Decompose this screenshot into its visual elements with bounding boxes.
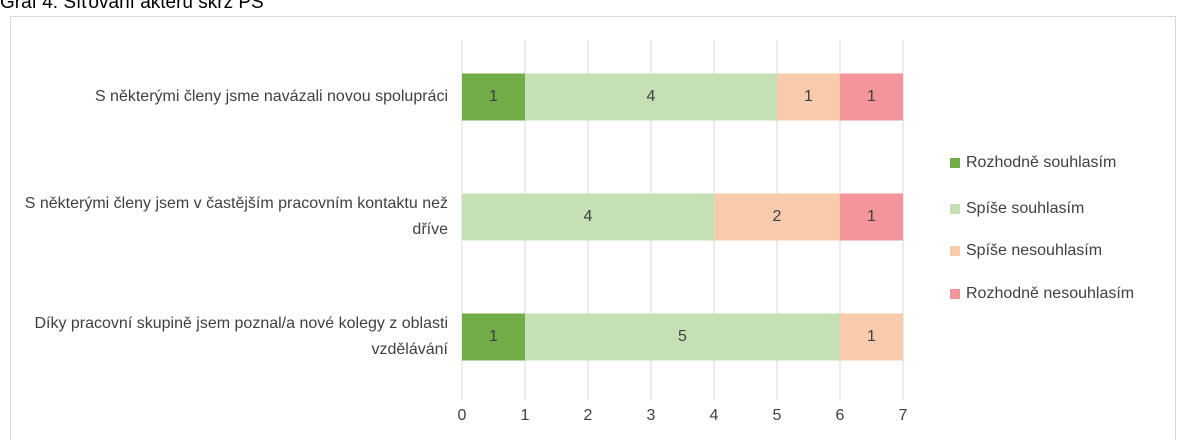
bar-segment bbox=[525, 313, 840, 361]
data-label: 1 bbox=[804, 88, 813, 105]
data-label: 4 bbox=[584, 208, 593, 225]
bar-segment bbox=[525, 73, 777, 121]
bar-segment bbox=[462, 73, 525, 121]
data-label: 1 bbox=[489, 328, 498, 345]
bar-segment bbox=[714, 193, 840, 241]
x-tick-label: 0 bbox=[458, 407, 467, 424]
legend-swatch bbox=[950, 204, 960, 214]
bar-segment bbox=[462, 193, 714, 241]
data-label: 5 bbox=[678, 328, 687, 345]
legend-label: Rozhodně souhlasím bbox=[966, 154, 1116, 171]
bar-segment bbox=[777, 73, 840, 121]
x-tick-label: 6 bbox=[836, 407, 845, 424]
data-label: 1 bbox=[489, 88, 498, 105]
category-label: Díky pracovní skupině jsem poznal/a nové… bbox=[34, 315, 448, 358]
x-tick-label: 4 bbox=[710, 407, 719, 424]
bar-segment bbox=[840, 313, 903, 361]
x-tick-label: 3 bbox=[647, 407, 656, 424]
x-tick-label: 2 bbox=[584, 407, 593, 424]
legend-swatch bbox=[950, 158, 960, 168]
legend-label: Spíše nesouhlasím bbox=[966, 242, 1102, 259]
data-label: 2 bbox=[773, 208, 782, 225]
chart-frame bbox=[10, 16, 1176, 440]
data-label: 1 bbox=[867, 88, 876, 105]
category-label: S některými členy jsme navázali novou sp… bbox=[94, 88, 448, 105]
legend-swatch bbox=[950, 246, 960, 256]
data-label: 1 bbox=[867, 328, 876, 345]
category-label: S některými členy jsem v častějším praco… bbox=[24, 195, 448, 238]
data-label: 1 bbox=[867, 208, 876, 225]
x-tick-label: 5 bbox=[773, 407, 782, 424]
legend-label: Spíše souhlasím bbox=[966, 200, 1084, 217]
bar-segment bbox=[840, 193, 903, 241]
bar-segment bbox=[840, 73, 903, 121]
data-label: 4 bbox=[647, 88, 656, 105]
x-tick-label: 1 bbox=[521, 407, 530, 424]
chart-title: Graf 4: Síťování aktérů skrz PS bbox=[0, 0, 264, 13]
x-tick-label: 7 bbox=[899, 407, 908, 424]
bar-segment bbox=[462, 313, 525, 361]
legend-label: Rozhodně nesouhlasím bbox=[966, 285, 1134, 302]
legend-swatch bbox=[950, 289, 960, 299]
